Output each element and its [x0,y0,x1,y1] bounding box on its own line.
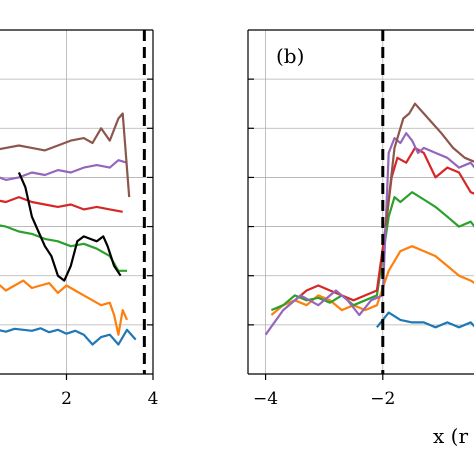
left-series-line-3 [0,196,123,213]
right-ticks [248,78,384,380]
right-panel: −4 −2 (b) x (r [247,29,474,448]
left-series-line-6 [17,172,122,282]
left-xtick-label: 4 [148,389,159,409]
right-series [264,102,474,336]
x-axis-label: x (r [433,424,468,448]
left-series-line-5 [0,112,131,198]
left-series [0,112,137,346]
left-series-line-1 [0,279,129,336]
right-series-line-0 [376,311,474,329]
left-ticks [65,78,154,380]
right-series-line-5 [384,102,474,227]
panel-label-b: (b) [276,44,304,68]
right-xtick-label: −2 [370,389,395,409]
left-grid [0,30,154,374]
left-series-line-0 [0,327,137,346]
right-series-line-2 [270,191,474,312]
left-axes-frame [0,29,154,375]
right-series-line-4 [264,132,474,336]
right-axes-frame [247,29,474,375]
right-xtick-label: −4 [253,389,278,409]
right-series-line-1 [270,245,474,316]
right-grid [248,30,474,374]
right-tick-labels: −4 −2 [253,389,395,409]
left-series-line-4 [0,159,128,181]
left-xtick-label: 2 [61,389,72,409]
